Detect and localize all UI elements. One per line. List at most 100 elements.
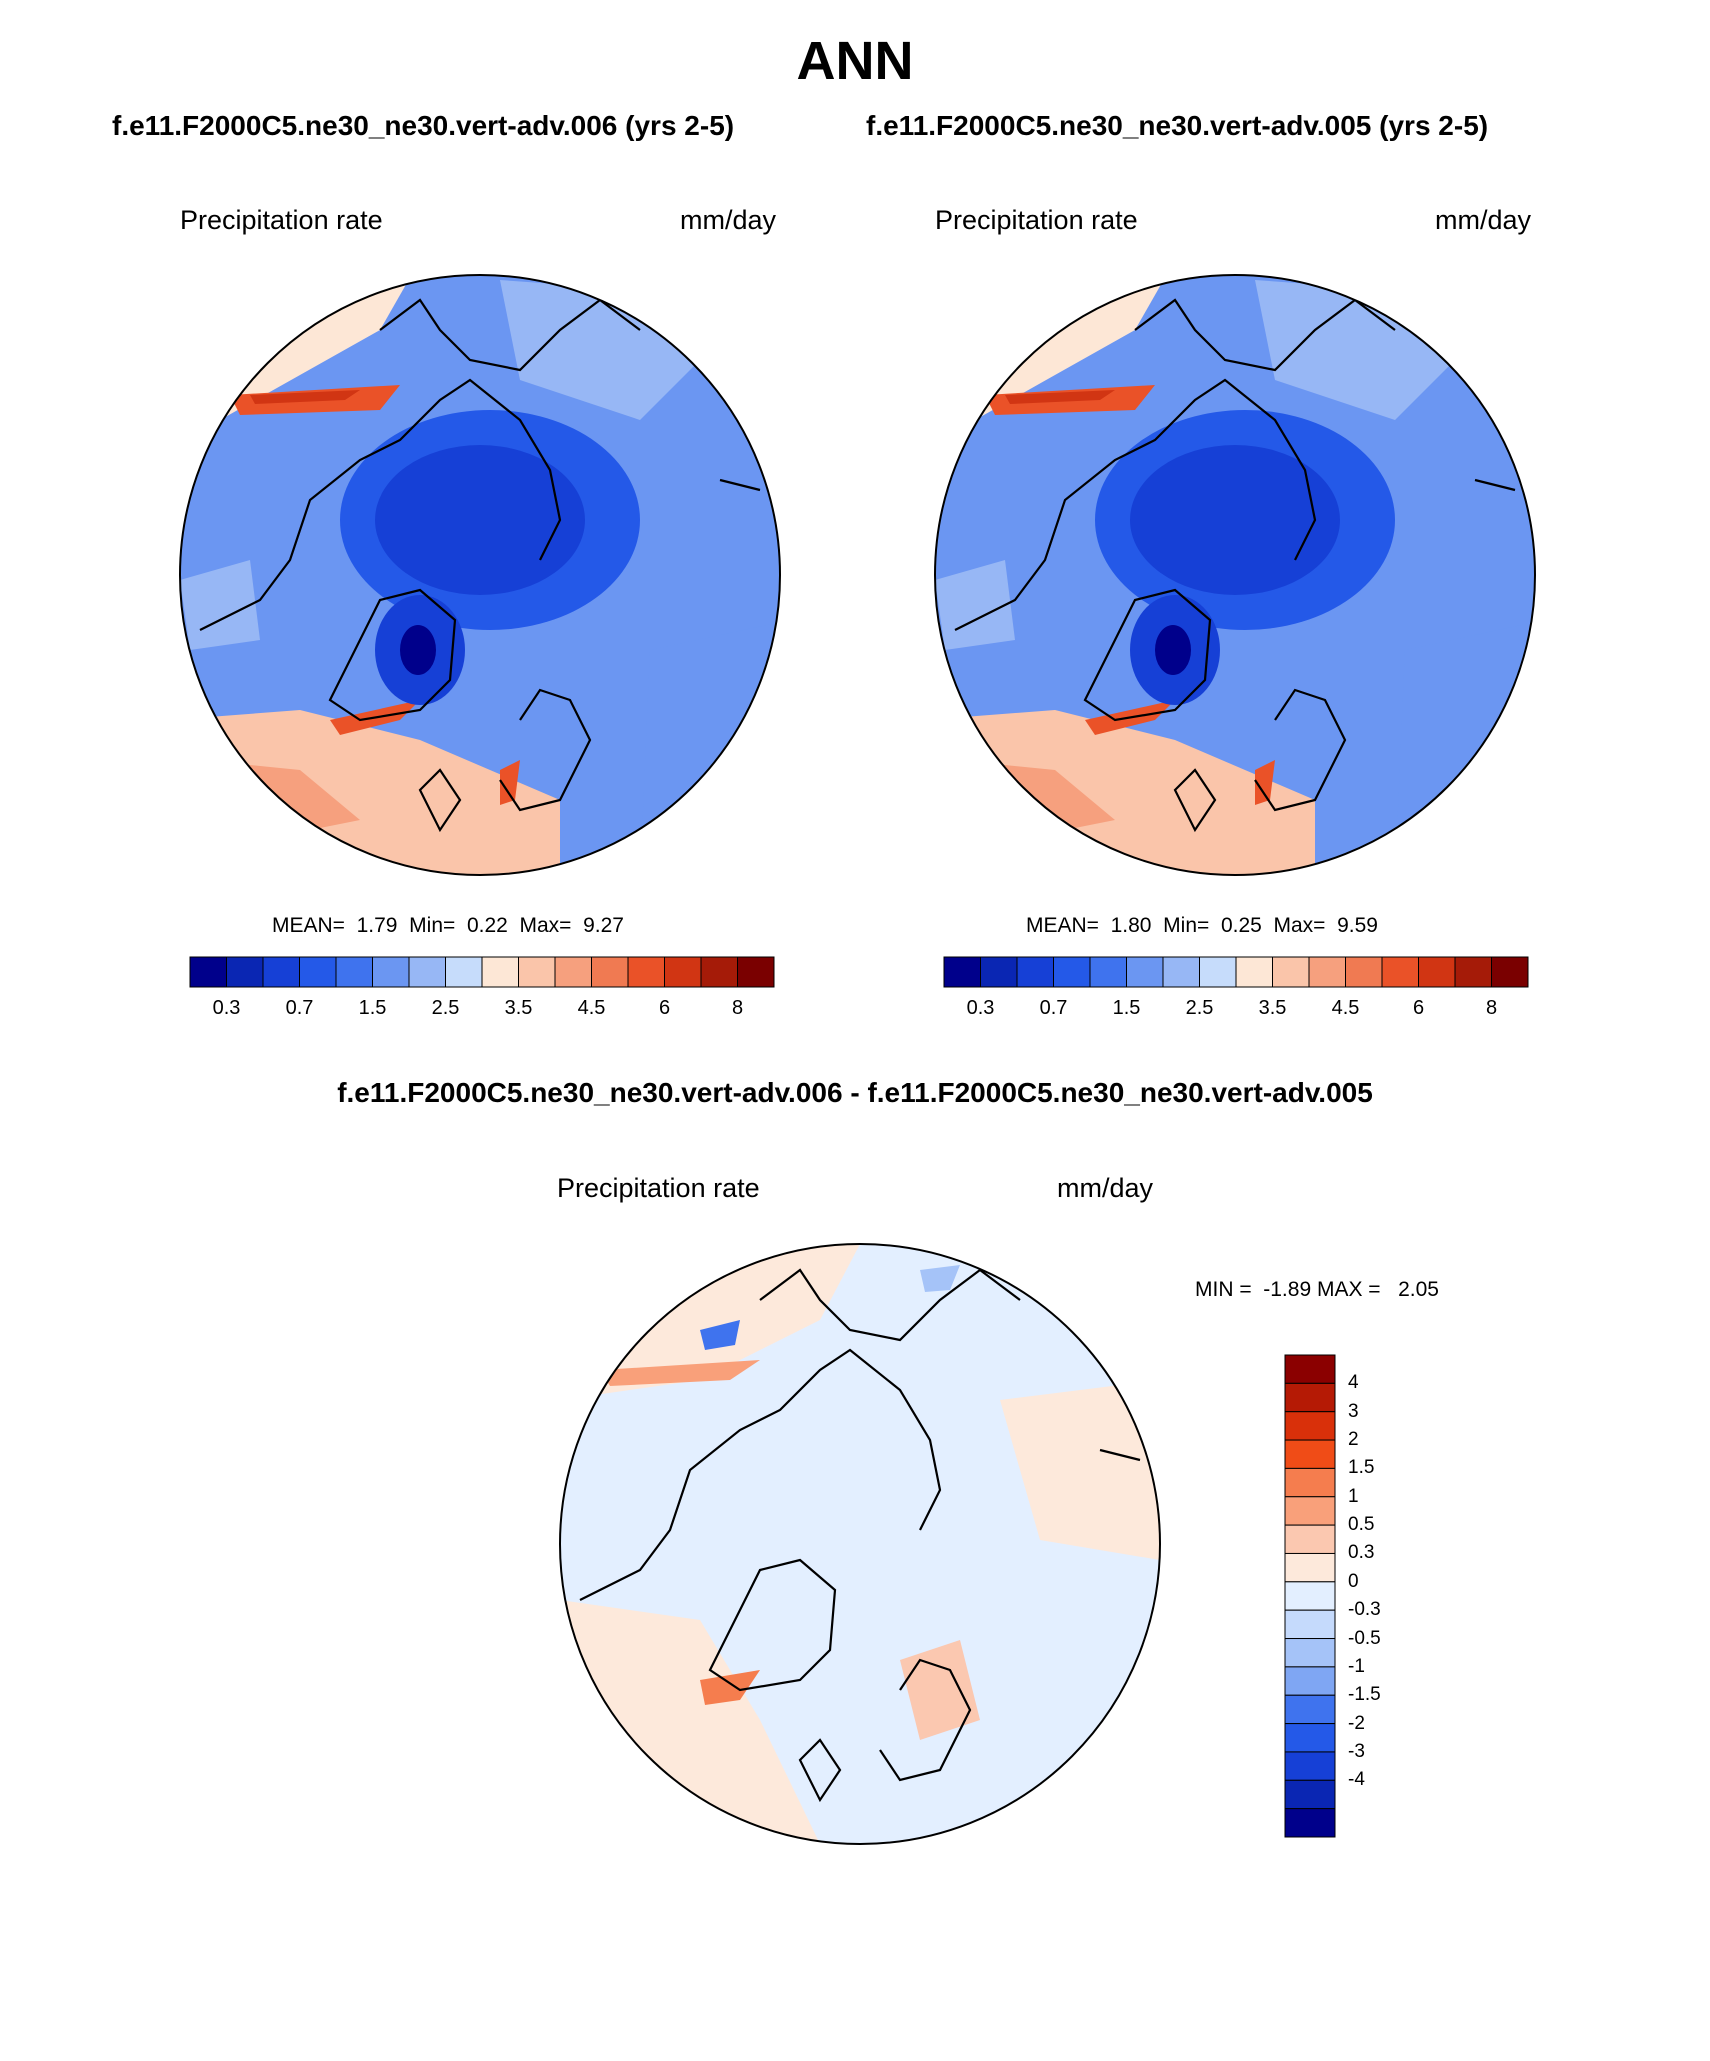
colorbar-left <box>189 956 775 988</box>
colorbar-swatch <box>299 956 337 988</box>
colorbar-swatch <box>1162 956 1200 988</box>
colorbar-tick-label: 6 <box>658 997 671 1019</box>
colorbar-tick-label: 0.3 <box>966 997 995 1019</box>
colorbar-swatch <box>1345 956 1383 988</box>
colorbar-swatch <box>1284 1382 1336 1413</box>
diff-stats: MIN = -1.89 MAX = 2.05 <box>1195 1278 1439 1301</box>
diff-title: f.e11.F2000C5.ne30_ne30.vert-adv.006 - f… <box>337 1077 1373 1108</box>
colorbar-tick-label: 8 <box>1485 997 1498 1019</box>
colorbar-swatch <box>1284 1723 1336 1753</box>
colorbar-swatch <box>700 956 738 988</box>
colorbar-swatch <box>1491 956 1529 988</box>
colorbar-swatch <box>1284 1439 1336 1469</box>
stats-left: MEAN= 1.79 Min= 0.22 Max= 9.27 <box>272 914 624 937</box>
colorbar-swatch <box>1284 1496 1336 1526</box>
colorbar-swatch <box>189 956 227 988</box>
colorbar-swatch <box>1284 1694 1336 1725</box>
colorbar-swatch <box>1284 1411 1336 1441</box>
colorbar-swatch <box>335 956 373 988</box>
colorbar-tick-label: 3.5 <box>504 997 533 1019</box>
colorbar-tick-label: 2.5 <box>1185 997 1214 1019</box>
colorbar-swatch <box>980 956 1018 988</box>
colorbar-tick-label: -2 <box>1348 1712 1365 1734</box>
colorbar-swatch <box>737 956 775 988</box>
colorbar-tick-label: -0.5 <box>1348 1627 1381 1649</box>
coastlines-diff <box>579 1268 1141 1803</box>
colorbar-swatch <box>1418 956 1456 988</box>
colorbar-swatch <box>1284 1666 1336 1696</box>
colorbar-swatch <box>1284 1467 1336 1498</box>
colorbar-swatch <box>518 956 556 988</box>
colorbar-tick-label: 6 <box>1412 997 1425 1019</box>
colorbar-tick-label: 1.5 <box>1348 1457 1375 1479</box>
colorbar-tick-label: 3 <box>1348 1400 1359 1422</box>
colorbar-swatch <box>262 956 300 988</box>
precip-diff-field <box>560 1244 1160 1844</box>
colorbar-swatch <box>481 956 519 988</box>
colorbar-tick-label: 0.7 <box>1039 997 1068 1019</box>
colorbar-tick-label: 0.3 <box>212 997 241 1019</box>
colorbar-tick-label: 0.5 <box>1348 1514 1375 1536</box>
colorbar-swatch <box>445 956 483 988</box>
colorbar-swatch <box>1284 1638 1336 1668</box>
colorbar-tick-label: 0.3 <box>1348 1542 1375 1564</box>
main-title: ANN <box>796 31 914 91</box>
colorbar-tick-label: 2.5 <box>431 997 460 1019</box>
colorbar-swatch <box>627 956 665 988</box>
colorbar-tick-label: -1 <box>1348 1655 1365 1677</box>
colorbar-swatch <box>1199 956 1237 988</box>
colorbar-tick-label: -1.5 <box>1348 1684 1381 1706</box>
colorbar-swatch <box>1454 956 1492 988</box>
colorbar-swatch <box>943 956 981 988</box>
units-label-left: mm/day <box>680 205 777 235</box>
colorbar-swatch <box>1284 1609 1336 1640</box>
colorbar-tick-label: 1.5 <box>1112 997 1141 1019</box>
colorbar-tick-label: 4.5 <box>577 997 606 1019</box>
stats-right: MEAN= 1.80 Min= 0.25 Max= 9.59 <box>1026 914 1378 937</box>
colorbar-swatch <box>1308 956 1346 988</box>
colorbar-swatch <box>226 956 264 988</box>
colorbar-swatch <box>554 956 592 988</box>
colorbar-swatch <box>1284 1581 1336 1611</box>
colorbar-tick-label: 1.5 <box>358 997 387 1019</box>
case-title-left: f.e11.F2000C5.ne30_ne30.vert-adv.006 (yr… <box>112 110 735 141</box>
colorbar-swatch <box>1053 956 1091 988</box>
colorbar-swatch <box>591 956 629 988</box>
colorbar-tick-label: 0 <box>1348 1570 1359 1592</box>
colorbar-swatch <box>408 956 446 988</box>
colorbar-swatch <box>664 956 702 988</box>
colorbar-tick-label: 1 <box>1348 1485 1359 1507</box>
colorbar-tick-label: 4 <box>1348 1372 1359 1394</box>
colorbar-tick-label: 8 <box>731 997 744 1019</box>
colorbar-swatch <box>1284 1751 1336 1781</box>
colorbar-swatch <box>1284 1524 1336 1554</box>
colorbar-swatch <box>1126 956 1164 988</box>
colorbar-swatch <box>1235 956 1273 988</box>
diff-units-label: mm/day <box>1057 1173 1154 1203</box>
colorbar-swatch <box>1284 1552 1336 1583</box>
variable-label-right: Precipitation rate <box>935 205 1138 235</box>
colorbar-tick-label: 4.5 <box>1331 997 1360 1019</box>
colorbar-swatch <box>1016 956 1054 988</box>
case-title-right: f.e11.F2000C5.ne30_ne30.vert-adv.005 (yr… <box>866 110 1489 141</box>
colorbar-right <box>943 956 1529 988</box>
coastlines-right <box>954 298 1516 833</box>
colorbar-swatch <box>1284 1779 1336 1810</box>
colorbar-tick-label: 3.5 <box>1258 997 1287 1019</box>
colorbar-swatch <box>372 956 410 988</box>
colorbar-tick-label: 0.7 <box>285 997 314 1019</box>
colorbar-swatch <box>1381 956 1419 988</box>
colorbar-tick-label: -0.3 <box>1348 1599 1381 1621</box>
colorbar-tick-label: -3 <box>1348 1740 1365 1762</box>
diff-variable-label: Precipitation rate <box>557 1173 760 1203</box>
colorbar-swatch <box>1284 1354 1336 1384</box>
colorbar-diff <box>1284 1354 1336 1838</box>
colorbar-swatch <box>1284 1808 1336 1838</box>
units-label-right: mm/day <box>1435 205 1532 235</box>
colorbar-tick-label: -4 <box>1348 1769 1365 1791</box>
precip-field-right <box>935 275 1535 875</box>
colorbar-swatch <box>1089 956 1127 988</box>
variable-label-left: Precipitation rate <box>180 205 383 235</box>
precip-field-left <box>180 275 780 875</box>
